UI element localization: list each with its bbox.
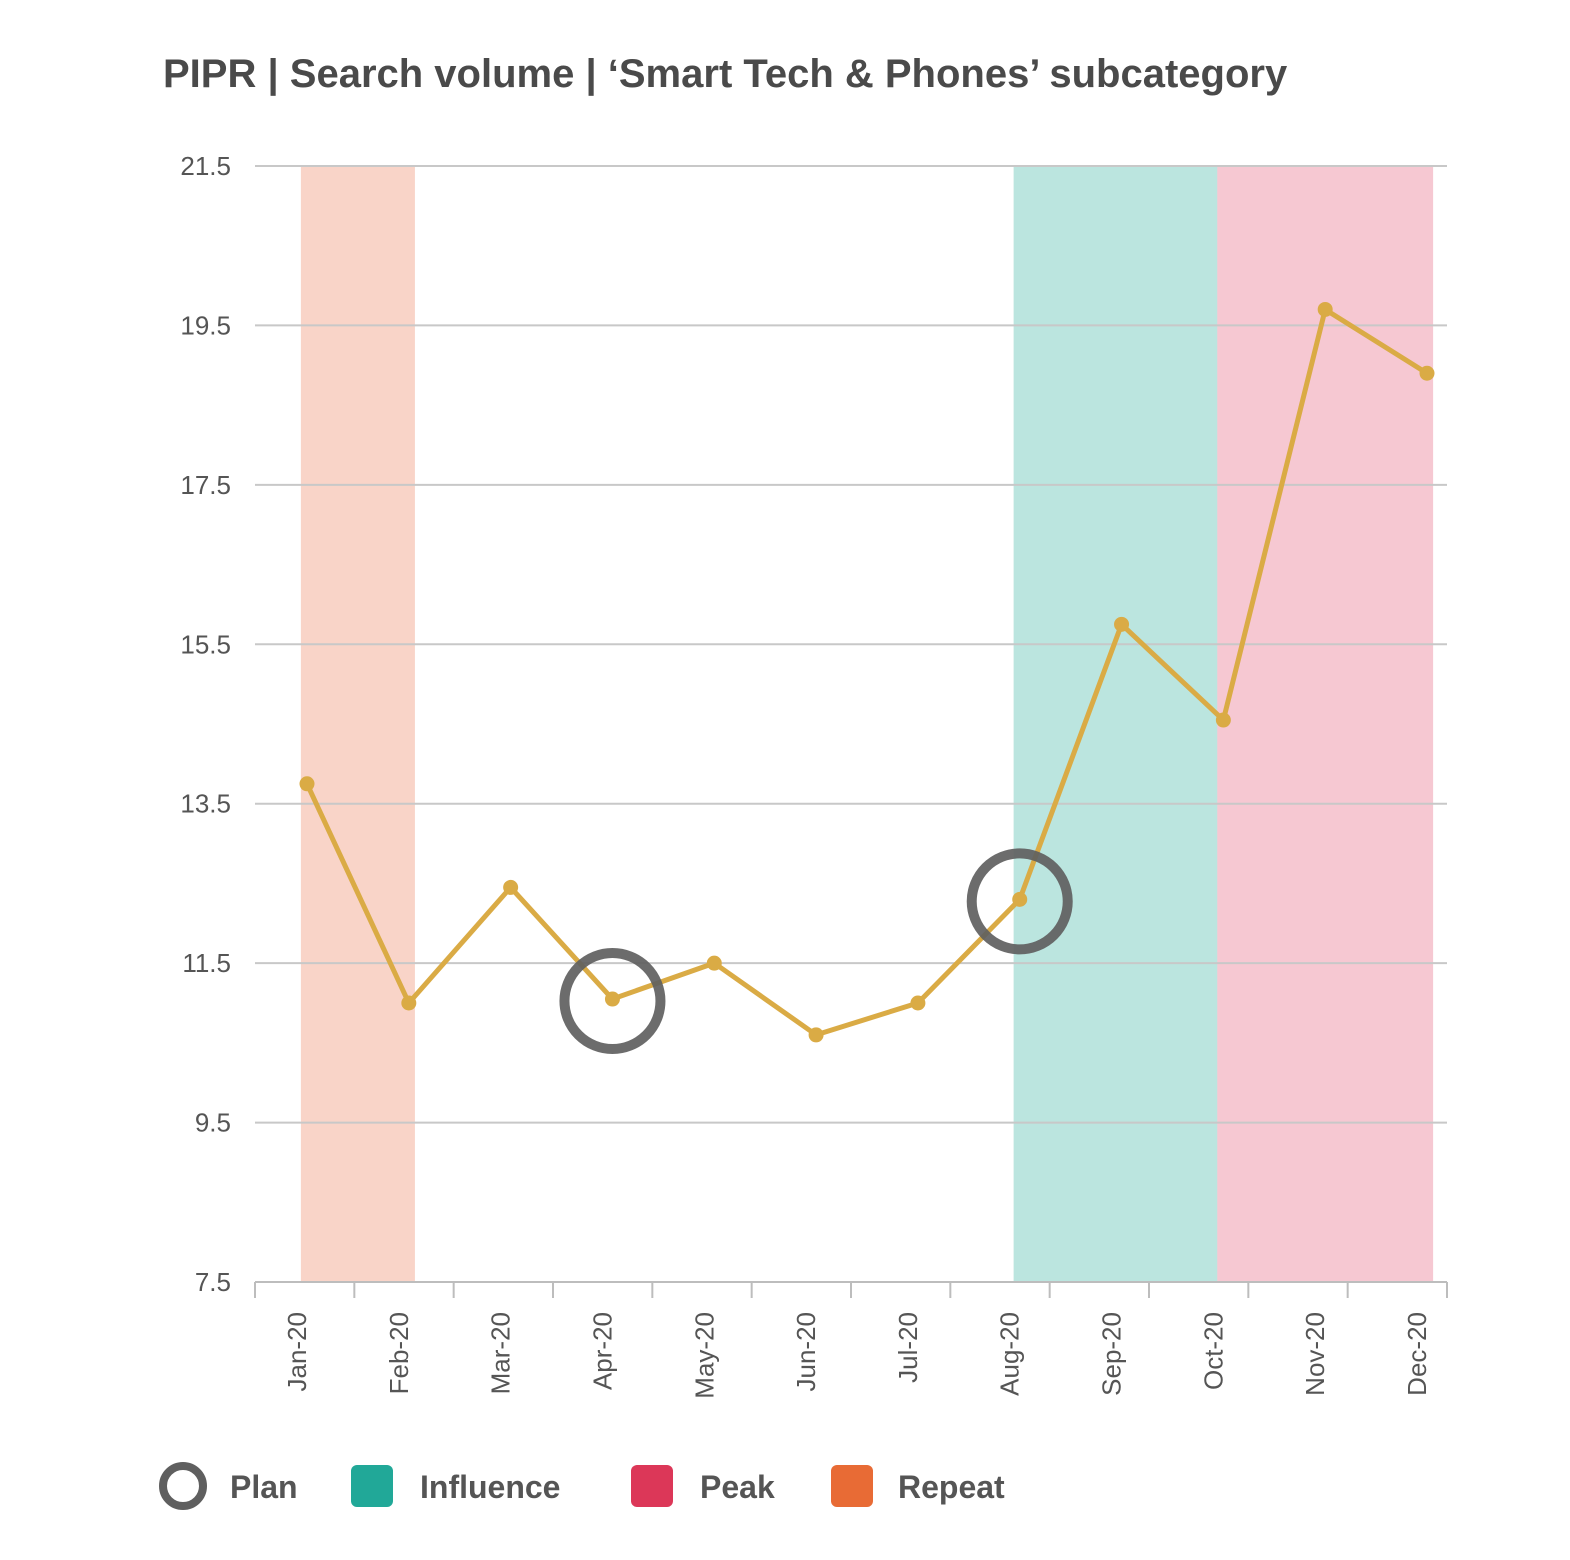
data-point (1317, 301, 1333, 317)
x-tick-label: Aug-20 (995, 1312, 1025, 1396)
plan-marker-ring (559, 948, 666, 1055)
y-tick-label: 15.5 (180, 629, 231, 659)
legend-influence-label: Influence (420, 1469, 560, 1505)
x-tick-label: Dec-20 (1402, 1312, 1432, 1396)
data-point (1419, 365, 1435, 381)
band-influence (1013, 166, 1230, 1282)
y-tick-label: 13.5 (180, 789, 231, 819)
legend: Plan Influence Peak Repeat (159, 1462, 1005, 1510)
data-point (401, 995, 417, 1011)
data-point (706, 955, 722, 971)
legend-repeat-label: Repeat (898, 1469, 1005, 1505)
plan-marker-ring (966, 848, 1073, 955)
y-tick-label: 9.5 (195, 1108, 231, 1138)
band-repeat (300, 166, 415, 1282)
data-point (1114, 616, 1130, 632)
legend-peak-label: Peak (700, 1469, 775, 1505)
legend-influence-swatch (351, 1465, 393, 1507)
x-axis: Jan-20 Feb-20 Mar-20 Apr-20 May-20 Jun-20 Jul-… (254, 1281, 1448, 1399)
data-point (910, 995, 926, 1011)
data-point (1215, 712, 1231, 728)
data-point (1012, 891, 1028, 907)
x-tick-label: Jan-20 (282, 1312, 312, 1392)
data-point (503, 879, 519, 895)
x-tick-label: Jun-20 (791, 1312, 821, 1392)
series-line (299, 301, 1435, 1043)
data-point (808, 1027, 824, 1043)
y-axis-tick-labels: 21.5 19.5 17.5 15.5 13.5 11.5 9.5 7.5 (180, 151, 231, 1297)
series-line-path (304, 306, 1429, 1038)
band-peak (1217, 166, 1434, 1282)
plan-markers (559, 848, 1073, 1055)
y-tick-label: 7.5 (195, 1267, 231, 1297)
x-tick-label: Apr-20 (587, 1312, 617, 1390)
legend-plan-icon (159, 1462, 207, 1510)
legend-plan-label: Plan (230, 1469, 298, 1505)
data-point (604, 991, 620, 1007)
chart-title: PIPR | Search volume | ‘Smart Tech & Pho… (163, 52, 1288, 96)
x-tick-label: Feb-20 (384, 1312, 414, 1394)
x-tick-label: Mar-20 (486, 1312, 516, 1394)
y-tick-label: 21.5 (180, 151, 231, 181)
period-bands (300, 166, 1434, 1282)
y-tick-label: 19.5 (180, 310, 231, 340)
y-tick-label: 11.5 (182, 948, 231, 978)
legend-repeat-swatch (831, 1465, 873, 1507)
data-point (299, 776, 315, 792)
y-tick-label: 17.5 (180, 470, 231, 500)
legend-peak-swatch (631, 1465, 673, 1507)
x-tick-label: Sep-20 (1097, 1312, 1127, 1396)
x-tick-label: Oct-20 (1198, 1312, 1228, 1390)
x-tick-label: May-20 (689, 1312, 719, 1399)
x-tick-label: Jul-20 (893, 1312, 923, 1383)
x-tick-label: Nov-20 (1300, 1312, 1330, 1396)
